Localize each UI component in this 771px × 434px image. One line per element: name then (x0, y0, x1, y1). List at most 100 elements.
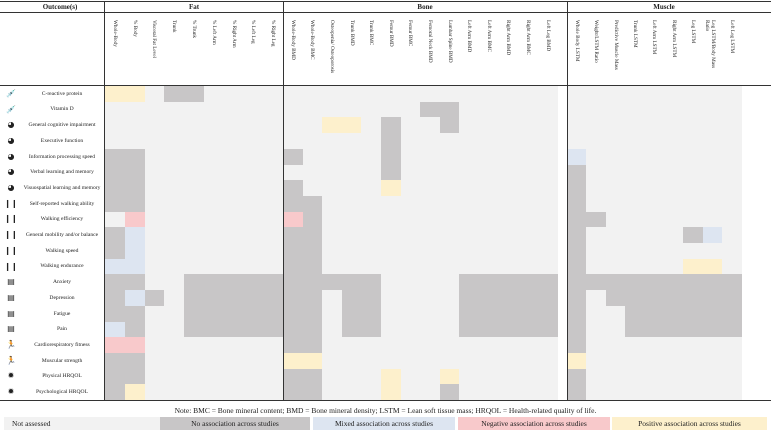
cell-r12-c9 (283, 274, 303, 291)
cell-r3-c19 (479, 133, 499, 150)
cell-r6-c7 (243, 180, 264, 197)
cell-r11-c2 (144, 258, 165, 275)
divider-outcomes (104, 1, 105, 400)
cell-r17-c12 (341, 352, 362, 369)
row-label: Self-reported walking ability (29, 200, 95, 207)
cell-r3-c1 (124, 133, 145, 150)
cell-r17-c3 (164, 352, 185, 369)
cell-r3-c18 (459, 133, 480, 150)
cell-r4-c27 (644, 148, 665, 165)
cell-r13-c1 (124, 290, 145, 307)
cell-r16-c31 (722, 337, 742, 354)
cell-r4-c17 (439, 148, 460, 165)
cell-r3-c9 (283, 133, 303, 150)
head-brain-icon: ◕ (7, 135, 15, 145)
cell-r0-c18 (459, 86, 480, 102)
cell-r8-c23 (567, 211, 587, 228)
cell-r15-c16 (420, 321, 441, 338)
cell-r2-c27 (644, 117, 665, 134)
cell-r10-c11 (322, 243, 343, 259)
cell-r6-c13 (361, 180, 382, 197)
cell-r1-c27 (644, 101, 665, 118)
clipboard-icon: ▤ (7, 308, 15, 318)
cell-r14-c1 (124, 305, 145, 322)
cell-r16-c1 (124, 337, 145, 354)
group-header-fat: Fat (188, 3, 200, 11)
cell-r0-c12 (341, 86, 362, 102)
cell-r3-c29 (683, 133, 704, 150)
cell-r16-c30 (702, 337, 723, 354)
cell-r6-c16 (420, 180, 441, 197)
cell-r15-c18 (459, 321, 480, 338)
cell-r1-c17 (439, 101, 460, 118)
cell-r13-c8 (263, 290, 284, 307)
cell-r19-c21 (518, 384, 539, 401)
cell-r11-c9 (283, 258, 303, 275)
column-header: Leg LSTM/Body Mass Ratio (703, 20, 716, 69)
cell-r14-c26 (625, 305, 645, 322)
cell-r11-c10 (302, 258, 323, 275)
cell-r15-c11 (322, 321, 343, 338)
cell-r10-c31 (722, 243, 742, 259)
cell-r7-c9 (283, 195, 303, 212)
column-header: Trunk BMC (368, 20, 375, 46)
cell-r6-c1 (124, 180, 145, 197)
cell-r14-c24 (586, 305, 607, 322)
cell-r10-c6 (223, 243, 244, 259)
outcomes-header: Outcome(s) (42, 3, 78, 11)
cell-r13-c18 (459, 290, 480, 307)
cell-r14-c14 (381, 305, 401, 322)
cell-r14-c17 (439, 305, 460, 322)
footprints-icon: ❙❙ (4, 198, 18, 208)
cell-r6-c4 (184, 180, 205, 197)
cell-r7-c8 (263, 195, 284, 212)
cell-r2-c2 (144, 117, 165, 134)
row-label: General mobility and/or balance (25, 232, 99, 239)
cell-r16-c2 (144, 337, 165, 354)
cell-r5-c14 (381, 164, 401, 181)
cell-r7-c30 (702, 195, 723, 212)
cell-r13-c5 (203, 290, 224, 307)
column-header: Leg LSTM (690, 20, 697, 44)
cell-r4-c12 (341, 148, 362, 165)
cell-r16-c16 (420, 337, 441, 354)
cell-r0-c29 (683, 86, 704, 102)
cell-r12-c3 (164, 274, 185, 291)
cell-r4-c28 (664, 148, 684, 165)
cell-r7-c27 (644, 195, 665, 212)
cell-r19-c23 (567, 384, 587, 401)
row-label: Pain (57, 326, 67, 333)
cell-r2-c18 (459, 117, 480, 134)
cell-r19-c6 (223, 384, 244, 401)
cell-r14-c30 (702, 305, 723, 322)
cell-r16-c5 (203, 337, 224, 354)
cell-r5-c31 (722, 164, 742, 181)
table-note: Note: BMC = Bone mineral content; BMD = … (174, 406, 597, 415)
cell-r11-c14 (381, 258, 401, 275)
cell-r2-c3 (164, 117, 185, 134)
cell-r18-c4 (184, 368, 205, 385)
cell-r2-c21 (518, 117, 539, 134)
cell-r6-c20 (498, 180, 519, 197)
cell-r18-c8 (263, 368, 284, 385)
column-header: Weight/LSTM Ratio (593, 20, 600, 63)
cell-r1-c4 (184, 101, 205, 118)
cell-r13-c0 (105, 290, 126, 307)
cell-r19-c8 (263, 384, 284, 401)
cell-r4-c5 (203, 148, 224, 165)
cell-r11-c8 (263, 258, 284, 275)
cell-r1-c5 (203, 101, 224, 118)
cell-r4-c10 (302, 148, 323, 165)
row-label: C-reactive protein (41, 90, 83, 97)
cell-r8-c9 (283, 211, 303, 228)
cell-r17-c13 (361, 352, 382, 369)
cell-r6-c0 (105, 180, 126, 197)
column-header: Left Arm BMC (485, 20, 492, 52)
cell-r6-c17 (439, 180, 460, 197)
cell-r15-c21 (518, 321, 539, 338)
cell-r9-c21 (518, 227, 539, 244)
cell-r1-c10 (302, 101, 323, 118)
cell-r15-c8 (263, 321, 284, 338)
cell-r3-c21 (518, 133, 539, 150)
cell-r4-c20 (498, 148, 519, 165)
